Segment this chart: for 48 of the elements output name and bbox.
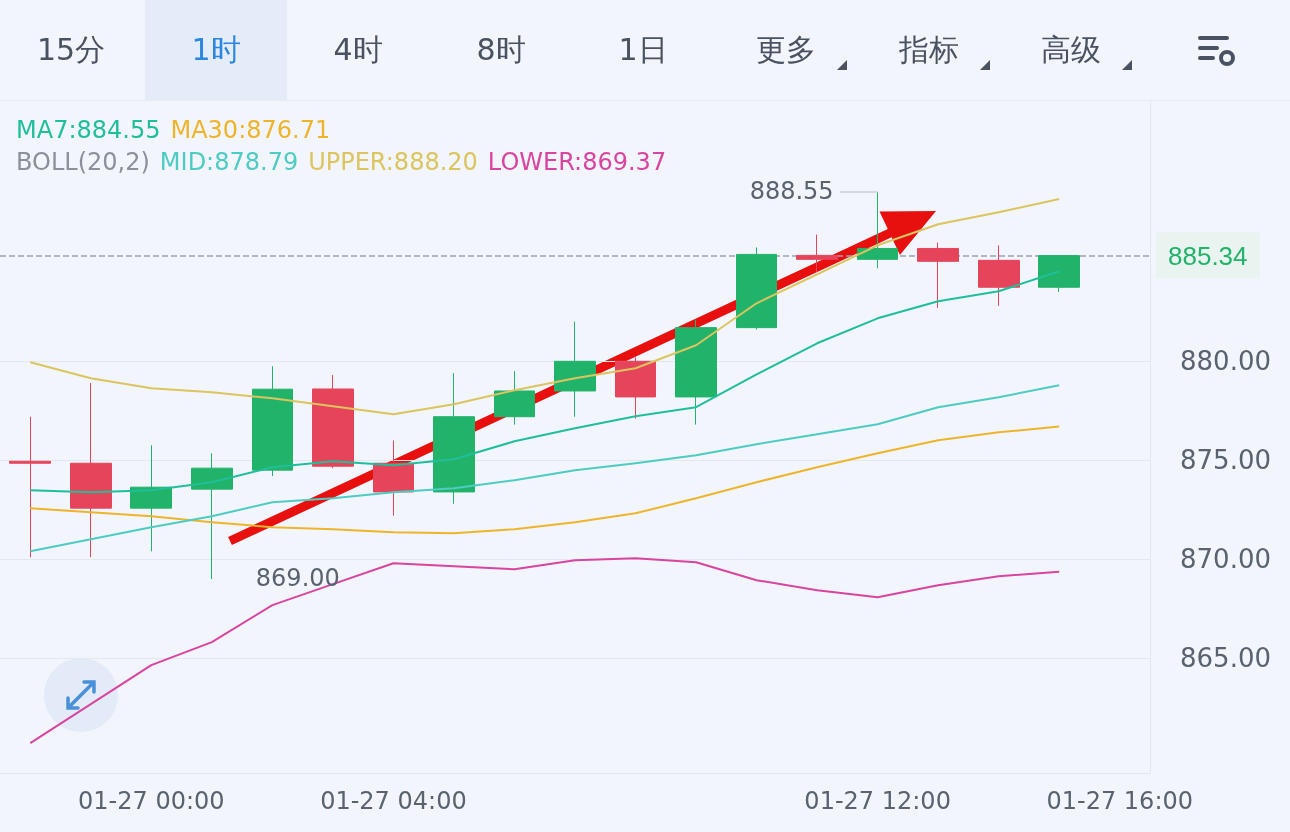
x-tick-label: 01-27 16:00 bbox=[1046, 787, 1193, 815]
candlestick bbox=[130, 444, 172, 552]
candlestick bbox=[736, 246, 777, 331]
y-tick-label: 880.00 bbox=[1180, 346, 1271, 377]
text: MA30:876.71 bbox=[170, 116, 331, 144]
line-series bbox=[29, 425, 1061, 535]
text: 15分 bbox=[35, 31, 107, 69]
candlestick bbox=[675, 319, 717, 426]
annotation: BOLL(20,2) bbox=[16, 148, 150, 176]
text: 1日 bbox=[617, 31, 669, 69]
candlestick bbox=[433, 372, 475, 505]
annotation: 888.55 bbox=[749, 177, 834, 206]
candlestick bbox=[9, 416, 51, 558]
candlestick bbox=[917, 242, 959, 309]
text: 8时 bbox=[475, 31, 527, 69]
y-tick-label: 870.00 bbox=[1180, 544, 1271, 575]
line-series bbox=[29, 270, 1061, 494]
line-series bbox=[29, 557, 1061, 745]
candlestick bbox=[373, 439, 414, 517]
text: LOWER:869.37 bbox=[487, 148, 667, 176]
y-tick-label: 865.00 bbox=[1180, 643, 1271, 674]
y-tick-label: 875.00 bbox=[1180, 445, 1271, 476]
text: 高级 bbox=[1040, 31, 1102, 69]
x-tick-label: 01-27 12:00 bbox=[804, 787, 951, 815]
ref-line-label: 885.34 bbox=[1168, 240, 1248, 271]
candlestick bbox=[494, 370, 535, 426]
text: 指标 bbox=[898, 31, 960, 69]
candlestick bbox=[312, 374, 354, 469]
text: 4时 bbox=[332, 31, 384, 69]
candlestick bbox=[857, 191, 898, 269]
x-tick-label: 01-27 00:00 bbox=[78, 787, 225, 815]
text: 更多 bbox=[755, 31, 817, 69]
line-series bbox=[29, 384, 1061, 553]
annotation: 869.00 bbox=[255, 564, 340, 593]
candlestick bbox=[1038, 254, 1080, 293]
text: MID:878.79 bbox=[159, 148, 299, 176]
candlestick bbox=[191, 452, 233, 580]
candlestick bbox=[796, 234, 838, 273]
text: UPPER:888.20 bbox=[308, 148, 478, 176]
text: MA7:884.55 bbox=[16, 116, 161, 144]
candlestick bbox=[978, 244, 1020, 307]
candlestick bbox=[252, 365, 293, 477]
text: 1时 bbox=[145, 0, 287, 100]
line-series bbox=[29, 197, 1061, 416]
candlestick bbox=[615, 356, 656, 420]
candlestick bbox=[70, 382, 112, 558]
x-tick-label: 01-27 04:00 bbox=[320, 787, 467, 815]
candlestick bbox=[554, 321, 596, 418]
